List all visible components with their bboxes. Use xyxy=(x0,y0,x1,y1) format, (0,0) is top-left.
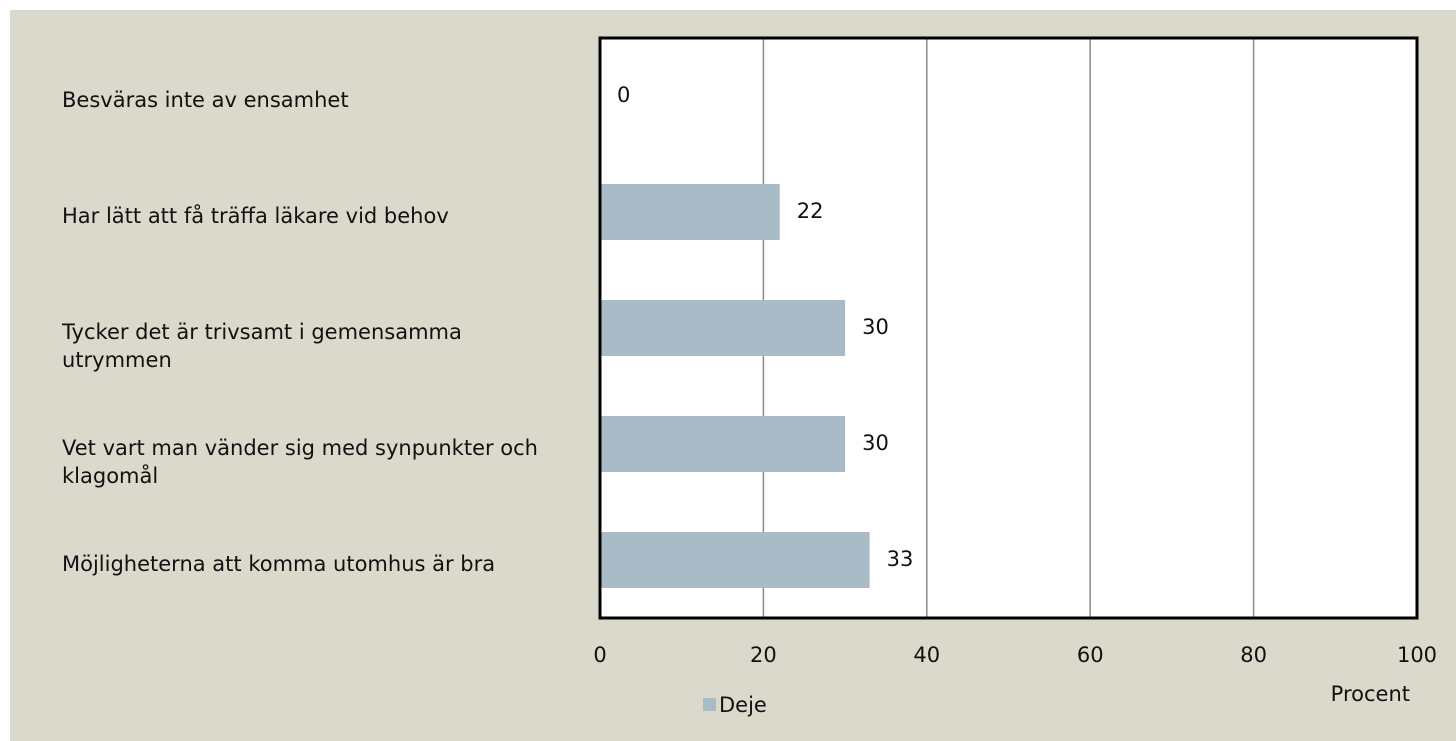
bar xyxy=(600,416,846,472)
bar xyxy=(600,300,846,356)
category-label: Vet vart man vänder sig med synpunkter o… xyxy=(62,436,538,488)
x-tick-label: 80 xyxy=(1240,643,1267,667)
x-tick-label: 60 xyxy=(1077,643,1104,667)
value-label: 33 xyxy=(887,547,914,571)
category-label: Tycker det är trivsamt i gemensamma utry… xyxy=(62,320,462,372)
x-tick-label: 40 xyxy=(913,643,940,667)
value-label: 30 xyxy=(862,431,889,455)
value-label: 30 xyxy=(862,315,889,339)
plot-border xyxy=(598,36,1419,620)
category-label: Möjligheterna att komma utomhus är bra xyxy=(62,552,496,576)
x-tick-label: 20 xyxy=(750,643,777,667)
bar xyxy=(600,532,870,588)
bar xyxy=(600,184,780,240)
x-tick-label: 0 xyxy=(593,643,606,667)
x-axis-label: Procent xyxy=(1331,682,1410,706)
category-label: Besväras inte av ensamhet xyxy=(62,88,349,112)
value-label: 0 xyxy=(617,83,630,107)
value-label: 22 xyxy=(797,199,824,223)
legend-swatch xyxy=(703,698,716,711)
category-label: Har lätt att få träffa läkare vid behov xyxy=(62,204,449,228)
legend-label: Deje xyxy=(719,693,767,717)
x-tick-label: 100 xyxy=(1397,643,1437,667)
